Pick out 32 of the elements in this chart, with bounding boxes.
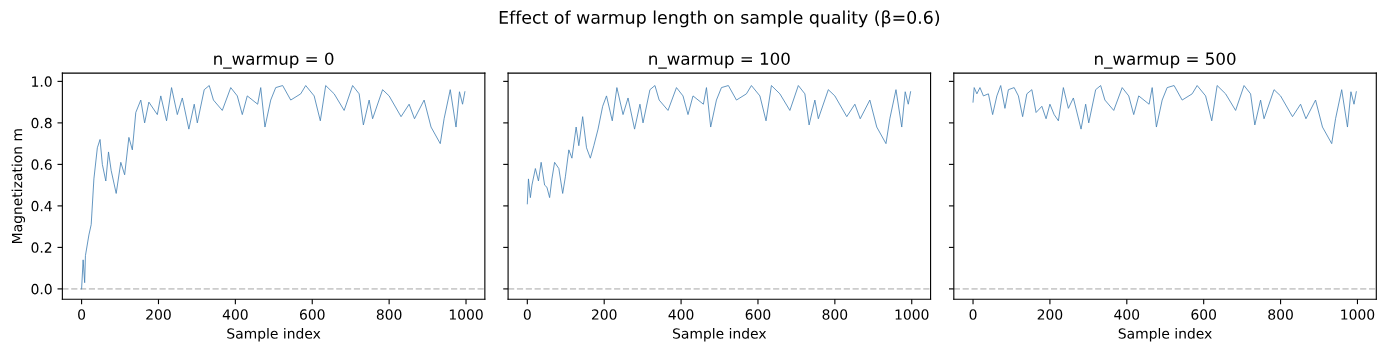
x-axis-title: Sample index <box>673 328 767 342</box>
x-tick-label: 400 <box>222 309 248 320</box>
x-tick-label: 200 <box>146 309 171 320</box>
x-tick-label: 600 <box>745 309 771 320</box>
x-axis-title: Sample index <box>227 328 321 342</box>
x-tick-label: 800 <box>822 309 848 320</box>
y-axis-title: Magnetization m <box>11 129 25 243</box>
x-tick-label: 400 <box>668 309 694 320</box>
x-tick-label: 1000 <box>1341 309 1375 320</box>
y-tick-label: 0.4 <box>31 200 52 212</box>
x-tick-label: 1000 <box>449 309 483 320</box>
x-tick-label: 600 <box>299 309 325 320</box>
x-tick-label: 0 <box>969 309 977 320</box>
y-tick-label: 0.8 <box>31 117 52 129</box>
y-tick-label: 0.6 <box>31 159 52 170</box>
chart-title: Effect of warmup length on sample quality (β=0.6) <box>499 10 940 28</box>
x-tick-label: 200 <box>591 309 617 320</box>
x-tick-label: 400 <box>1114 309 1140 320</box>
chart-subtitle: n_warmup = 100 <box>649 52 790 69</box>
y-tick-label: 0.0 <box>31 283 52 295</box>
x-tick-label: 800 <box>376 309 402 320</box>
chart-subtitle: n_warmup = 0 <box>214 52 334 69</box>
x-tick-label: 0 <box>78 309 86 320</box>
x-tick-label: 200 <box>1037 309 1063 320</box>
x-tick-label: 800 <box>1268 309 1293 320</box>
x-axis-title: Sample index <box>1118 328 1212 342</box>
y-tick-label: 1.0 <box>32 76 52 87</box>
x-tick-label: 0 <box>523 309 531 320</box>
x-tick-label: 1000 <box>895 309 929 320</box>
chart-subtitle: n_warmup = 500 <box>1095 52 1236 69</box>
x-tick-label: 600 <box>1191 309 1217 320</box>
y-tick-label: 0.2 <box>31 242 52 253</box>
